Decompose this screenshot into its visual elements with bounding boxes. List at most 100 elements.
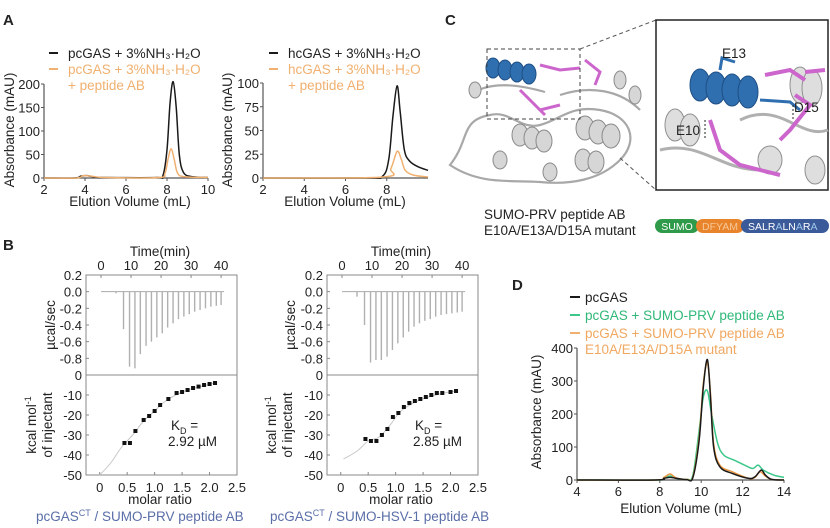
x-tick-label: 1.0 [387,480,405,495]
chart-a-right: hcGAS + 3%NH₃·H₂O hcGAS + 3%NH₃·H₂O + pe… [220,46,429,209]
series-line [576,358,785,482]
y-tick-label: -0.4 [301,318,323,333]
panel-label-b: B [3,237,14,254]
x-tick-label: 12 [735,484,749,499]
y-tick-label: -0.6 [301,335,323,350]
data-point [207,382,212,386]
series-line [43,148,209,179]
y-axis-label-power: µcal/sec [283,300,298,350]
y-tick-label: -50 [63,468,82,483]
construct-sumo [655,219,699,233]
zoom-region-box [486,48,581,120]
itc-chart-left: Time(min) µcal/sec kcal mol-1 of injecta… [23,244,246,524]
data-point [379,433,384,437]
time-tick-label: 40 [214,258,228,273]
caption: pcGASCT / SUMO-PRV peptide AB [36,508,244,524]
y-tick-label: -20 [304,408,323,423]
x-tick-label: 2.5 [469,480,487,495]
y-axis-label: Absorbance (mAU) [220,73,235,188]
x-tick-label: 4 [573,484,580,499]
y-axis-label: Absorbance (mAU) [2,73,17,188]
residue-label-d15: D15 [794,100,819,115]
data-point [423,395,428,399]
data-point [202,383,207,387]
y-tick-label: -30 [304,428,323,443]
x-tick-label: 0 [96,480,103,495]
x-tick-label: 14 [777,484,791,499]
x-tick-label: 1.5 [414,480,432,495]
data-point [429,393,434,397]
residue-label-e13: E13 [722,46,746,61]
x-tick-label: 2.5 [228,480,246,495]
data-point [166,397,171,401]
chart-d: pcGAS pcGAS + SUMO-PRV peptide AB pcGAS … [529,290,791,516]
residue-label-e10: E10 [676,123,700,138]
y-tick-label: 100 [18,124,40,139]
y-tick-label: -0.6 [60,335,82,350]
data-point [141,418,146,422]
kd-label: KD = [415,418,442,436]
data-point [122,441,127,445]
time-tick-label: 10 [124,258,138,273]
data-point [407,401,412,405]
x-tick-label: 0 [337,480,344,495]
series-line [43,80,209,179]
x-tick-label: 4 [301,182,308,197]
y-tick-label: 0.2 [64,268,82,283]
series-line [576,389,785,481]
construct-peptide [741,219,829,233]
data-point [418,397,423,401]
chart-a-left: pcGAS + 3%NH₃·H₂O pcGAS + 3%NH₃·H₂O + pe… [2,46,215,209]
y-tick-label: 25 [245,147,259,162]
time-tick-label: 40 [455,258,469,273]
x-axis-label: Elution Volume (mL) [69,194,191,209]
y-tick-label: -20 [63,408,82,423]
data-point [454,389,459,393]
data-point [368,439,373,443]
caption: pcGASCT / SUMO-HSV-1 peptide AB [270,508,489,524]
y-tick-label: -0.2 [301,301,323,316]
construct-peptide-sequence: SALRALNARA [748,221,818,233]
y-tick-label: -0.4 [60,318,82,333]
y-tick-label: 0 [252,171,259,186]
y-tick-label: -40 [63,448,82,463]
data-point [185,388,190,392]
series-line [576,362,785,482]
x-tick-label: 4 [81,182,88,197]
x-axis-label: molar ratio [369,492,433,507]
construct-diagram: SUMO DFYAM SALRALNARA [655,219,829,233]
x-axis-label: molar ratio [128,492,192,507]
y-tick-label: 200 [551,407,573,422]
y-tick-label: -40 [304,448,323,463]
data-point [448,390,453,394]
data-point [191,386,196,390]
time-axis-label: Time(min) [130,244,190,259]
x-tick-label: 10 [201,182,215,197]
y-axis-label-enthalpy: kcal mol-1 [23,396,39,454]
y-tick-label: 0 [316,368,323,383]
y-tick-label: -10 [63,388,82,403]
y-tick-label: -30 [63,428,82,443]
legend-label: pcGAS + 3%NH₃·H₂O [68,46,201,61]
data-point [127,441,132,445]
y-tick-label: 400 [551,341,573,356]
data-point [440,391,445,395]
y-tick-label: 75 [245,100,259,115]
inset-structure-image: E13 D15 E10 [655,19,829,191]
legend-label: + peptide AB [288,78,365,93]
legend-label: E10A/E13A/D15A mutant [585,342,737,357]
time-axis-label: Time(min) [371,244,431,259]
y-tick-label: 0.0 [305,285,323,300]
time-tick-label: 10 [365,258,379,273]
series-line [262,150,429,179]
y-tick-label: -10 [304,388,323,403]
structure-panel: E13 D15 E10 SUMO-PRV peptide AB E10A/E13… [448,19,829,238]
x-tick-label: 8 [656,484,663,499]
y-tick-label: -0.8 [301,351,323,366]
time-tick-label: 20 [395,258,409,273]
construct-dfyam [696,219,744,233]
x-tick-label: 1.5 [173,480,191,495]
svg-text:DFYAM: DFYAM [702,221,738,233]
legend-label: hcGAS + 3%NH₃·H₂O [288,62,421,77]
